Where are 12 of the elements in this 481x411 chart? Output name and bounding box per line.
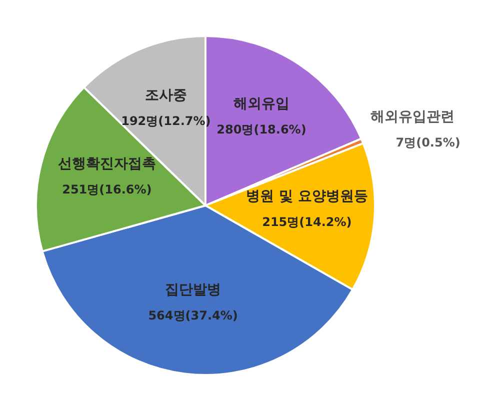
slice-label: 선행확진자접촉 (58, 156, 156, 172)
data-label: 564명(37.4%) (148, 308, 238, 323)
data-label: 280명(18.6%) (216, 122, 306, 137)
slice-label: 집단발병 (165, 282, 222, 298)
slice-label: 해외유입 (233, 96, 290, 112)
slice-label: 병원 및 요양병원등 (246, 188, 368, 204)
slice-label: 해외유입관련 (370, 109, 455, 126)
data-label: 215명(14.2%) (262, 214, 352, 229)
slice-label: 조사중 (144, 87, 187, 104)
data-label: 251명(16.6%) (62, 182, 152, 197)
data-label: 7명(0.5%) (396, 136, 460, 150)
data-label: 192명(12.7%) (121, 114, 211, 128)
